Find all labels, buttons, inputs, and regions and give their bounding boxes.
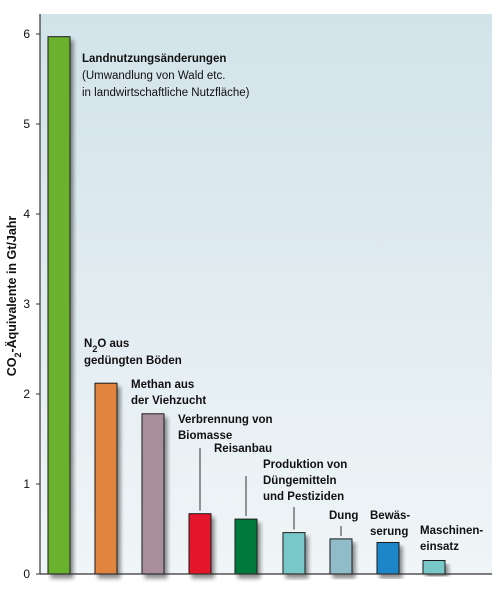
leader-lines (199, 448, 342, 536)
y-tick-label: 2 (23, 387, 30, 401)
bar-label-3-line-2: der Viehzucht (131, 395, 206, 407)
bar-label-7-line-1: Dung (329, 510, 358, 522)
y-tick-label: 3 (23, 297, 30, 311)
bar-1 (47, 36, 71, 575)
bar-label-5-line-1: Reisanbau (214, 443, 272, 455)
bars-group (47, 36, 446, 575)
bar-label-1-line-3: in landwirtschaftliche Nutzfläche) (82, 87, 250, 99)
bar-2 (94, 382, 118, 575)
bar-6 (282, 532, 306, 575)
bar-label-9-line-2: einsatz (420, 541, 459, 553)
bar-label-8-line-1: Bewäs- (370, 510, 410, 522)
bar-label-9-line-1: Maschinen- (420, 525, 483, 537)
bar-5 (234, 518, 258, 575)
bar-label-4-line-1: Verbrennung von (178, 414, 273, 426)
bar-labels: Landnutzungsänderungen (Umwandlung von Wa… (82, 53, 483, 553)
bar-label-1-line-1: Landnutzungsänderungen (82, 53, 226, 65)
bar-7 (329, 538, 353, 575)
bar-label-3-line-1: Methan aus (131, 379, 194, 391)
bar-8 (376, 542, 400, 575)
bar-label-4-line-2: Biomasse (178, 430, 232, 442)
bar-9 (422, 560, 446, 575)
bar-3 (141, 413, 165, 575)
y-tick-label: 6 (23, 27, 30, 41)
bar-label-2-line-2: gedüngten Böden (84, 355, 182, 367)
y-tick-label: 5 (23, 117, 30, 131)
bar-label-1-line-2: (Umwandlung von Wald etc. (82, 70, 225, 82)
y-tick-label: 0 (23, 567, 30, 581)
bar-label-6-line-2: Düngemitteln (263, 475, 336, 487)
bar-4 (188, 513, 212, 575)
y-ticks: 0 1 2 3 4 5 6 (23, 27, 40, 581)
y-tick-label: 4 (23, 207, 30, 221)
bar-label-6-line-1: Produktion von (263, 459, 347, 471)
y-tick-label: 1 (23, 477, 30, 491)
bar-label-8-line-2: serung (370, 526, 408, 538)
bar-label-6-line-3: und Pestiziden (263, 491, 344, 503)
y-axis-label: CO2-Äquivalente in Gt/Jahr (4, 216, 23, 377)
bar-label-2-line-1: N2O aus (84, 338, 129, 354)
